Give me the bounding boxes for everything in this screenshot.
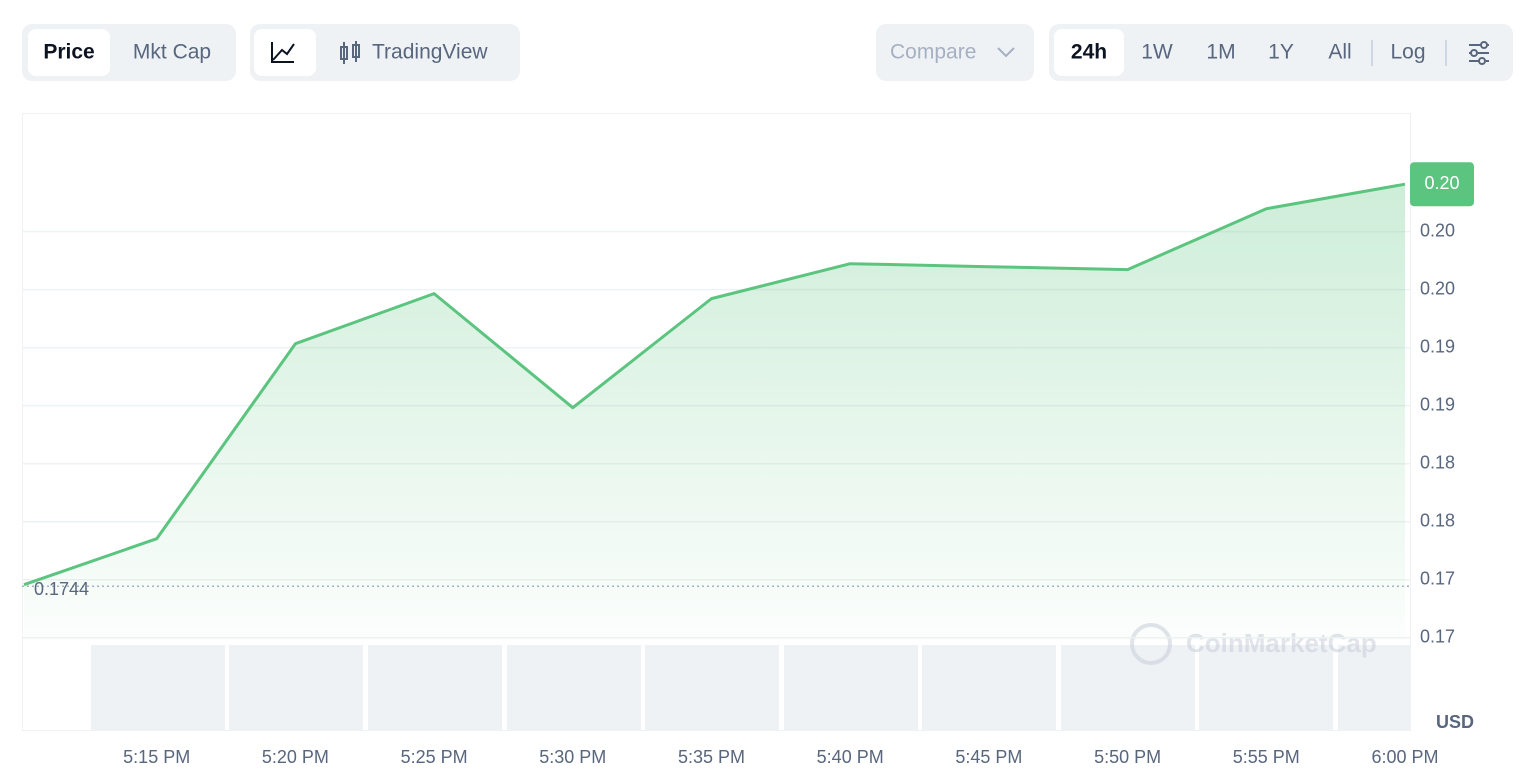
settings-icon[interactable] (1469, 41, 1489, 65)
x-tick-label: 5:15 PM (123, 747, 190, 767)
compare-label[interactable]: Compare (890, 41, 976, 64)
line-icon (271, 42, 295, 63)
compare-button[interactable] (876, 24, 1034, 81)
x-tick-label: 5:30 PM (539, 747, 606, 767)
range-button[interactable]: 1Y (1268, 41, 1294, 64)
range-button[interactable]: All (1328, 41, 1351, 64)
price-badge (1410, 162, 1474, 207)
y-tick-label: 0.20 (1420, 278, 1455, 298)
plot: 0.17 0.17 0.18 0.18 0.19 0.19 0.20 0.20 5:15 PM 5… (22, 162, 1474, 767)
y-tick-label: 0.19 (1420, 394, 1455, 414)
y-tick-label: 0.18 (1420, 452, 1455, 472)
y-tick-label: 0.18 (1420, 510, 1455, 530)
candle-icon (340, 41, 360, 64)
area-fill (24, 184, 1405, 640)
price-line (23, 182, 1406, 587)
y-tick-label: 0.19 (1420, 336, 1455, 356)
unit-label: USD (1436, 712, 1474, 732)
range-button[interactable]: 1M (1206, 41, 1235, 64)
x-tick-label: 5:50 PM (1094, 747, 1161, 767)
log-button[interactable]: Log (1390, 41, 1425, 64)
x-tick-label: 5:35 PM (678, 747, 745, 767)
y-tick-label: 0.17 (1420, 568, 1455, 588)
range-button[interactable]: 1W (1141, 41, 1173, 64)
volume-bars (91, 645, 1410, 730)
y-tick-label: 0.20 (1420, 220, 1455, 240)
range-active[interactable] (1054, 29, 1124, 76)
plot-frame (22, 113, 1411, 731)
reference-label: 0.1744 (34, 579, 89, 599)
tab-mktcap[interactable]: Mkt Cap (133, 41, 211, 64)
tab-price[interactable]: Price (43, 41, 94, 64)
x-tick-label: 5:25 PM (401, 747, 468, 767)
x-tick-label: 5:40 PM (817, 747, 884, 767)
range-group (1049, 24, 1513, 81)
mode-group (250, 24, 520, 81)
tradingview-button[interactable]: TradingView (372, 41, 488, 64)
chevron (997, 47, 1015, 58)
range-button[interactable]: 24h (1071, 41, 1107, 64)
price-badge-label: 0.20 (1424, 173, 1459, 193)
tab-active[interactable] (28, 29, 110, 76)
x-tick-label: 6:00 PM (1371, 747, 1438, 767)
x-tick-label: 5:20 PM (262, 747, 329, 767)
x-tick-label: 5:45 PM (955, 747, 1022, 767)
y-tick-label: 0.17 (1420, 626, 1455, 646)
x-tick-label: 5:55 PM (1233, 747, 1300, 767)
